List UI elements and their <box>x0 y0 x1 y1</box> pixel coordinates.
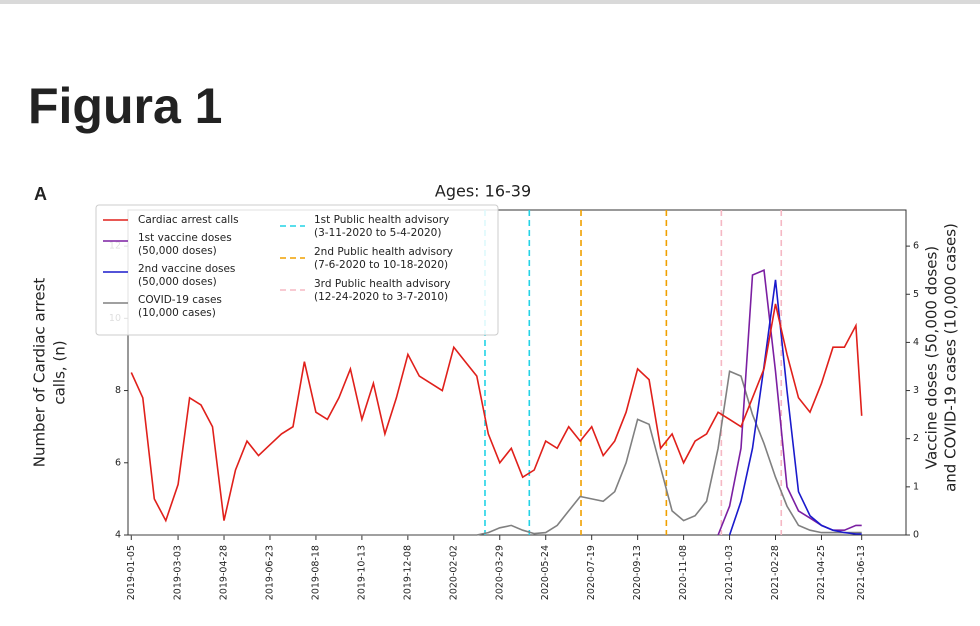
y2-tick-label: 3 <box>913 385 919 396</box>
x-tick-label: 2019-12-08 <box>402 545 413 600</box>
legend-box <box>95 204 499 336</box>
x-tick-label: 2019-04-28 <box>219 545 230 600</box>
panel-label: A <box>34 184 47 204</box>
y2-tick-label: 0 <box>913 530 919 541</box>
chart-title: Ages: 16-39 <box>435 182 531 201</box>
legend-label: 2nd Public health advisory <box>314 246 453 258</box>
legend-unit: (10,000 cases) <box>138 307 216 319</box>
legend-label: 1st vaccine doses <box>138 232 232 244</box>
legend-label: 3rd Public health advisory <box>314 278 450 290</box>
legend-unit: (50,000 doses) <box>138 245 217 257</box>
x-tick-label: 2020-09-13 <box>632 545 643 600</box>
y-tick-label: 4 <box>115 530 121 541</box>
x-tick-label: 2019-01-05 <box>126 545 137 600</box>
legend-label: Cardiac arrest calls <box>138 214 239 226</box>
y2-tick-label: 1 <box>913 481 919 492</box>
plot-frame <box>127 209 907 536</box>
x-tick-label: 2019-08-18 <box>310 545 321 600</box>
y-axis-label: Number of Cardiac arrest <box>31 278 49 468</box>
legend-period: (3-11-2020 to 5-4-2020) <box>314 227 441 239</box>
y-tick-label: 8 <box>115 385 121 396</box>
legend-label: 2nd vaccine doses <box>138 263 235 275</box>
x-tick-label: 2019-10-13 <box>356 545 367 600</box>
top-border <box>0 0 980 4</box>
y2-tick-label: 5 <box>913 289 919 300</box>
legend-label: 1st Public health advisory <box>314 214 449 226</box>
x-tick-label: 2020-02-02 <box>448 545 459 600</box>
y2-tick-label: 6 <box>913 241 919 252</box>
y-axis-label: calls, (n) <box>51 340 69 404</box>
x-tick-label: 2021-01-03 <box>724 545 735 600</box>
y2-axis-label: and COVID-19 cases (10,000 cases) <box>942 223 960 492</box>
x-tick-label: 2021-02-28 <box>770 545 781 600</box>
x-tick-label: 2021-06-13 <box>856 545 867 600</box>
y2-tick-label: 2 <box>913 433 919 444</box>
heading: Figura 1 <box>28 78 222 134</box>
legend-label: COVID-19 cases <box>138 294 222 306</box>
x-tick-label: 2020-07-19 <box>586 545 597 600</box>
x-tick-label: 2019-03-03 <box>173 545 184 600</box>
series-line <box>130 303 863 523</box>
x-tick-label: 2019-06-23 <box>264 545 275 600</box>
y2-axis-label: Vaccine doses (50,000 doses) <box>923 246 941 469</box>
x-tick-label: 2021-04-25 <box>816 545 827 600</box>
legend-period: (7-6-2020 to 10-18-2020) <box>314 259 448 271</box>
y2-tick-label: 4 <box>913 337 919 348</box>
x-tick-label: 2020-05-24 <box>540 545 551 600</box>
series-line <box>728 279 862 536</box>
y-tick-label: 6 <box>115 457 121 468</box>
legend-unit: (50,000 doses) <box>138 276 217 288</box>
x-tick-label: 2020-03-29 <box>494 545 505 600</box>
legend-period: (12-24-2020 to 3-7-2010) <box>314 291 448 303</box>
x-tick-label: 2020-11-08 <box>678 545 689 600</box>
series-line <box>717 269 862 536</box>
